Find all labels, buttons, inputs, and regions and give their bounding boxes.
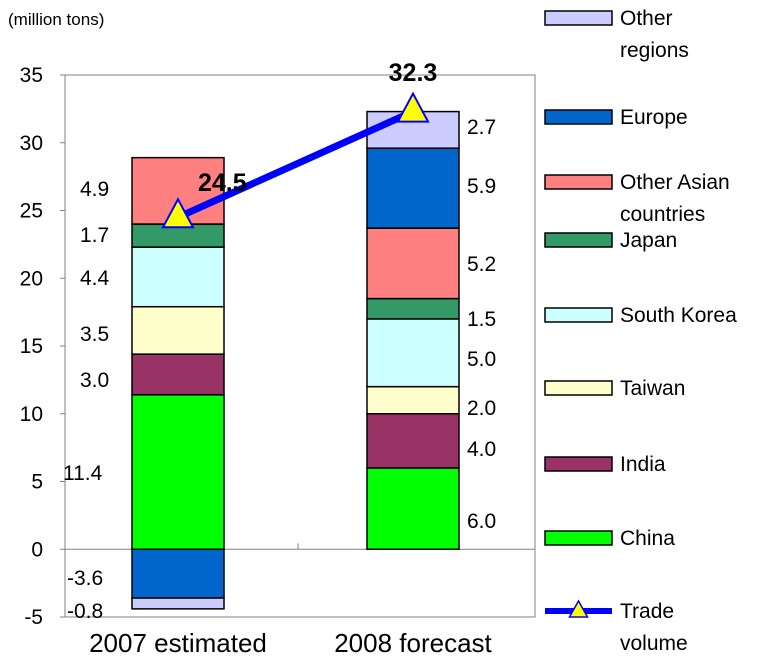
- data-label: 4.4: [80, 267, 110, 290]
- y-tick-label: 30: [20, 132, 43, 155]
- y-tick-label: 35: [20, 64, 43, 87]
- bar-segment-other-asian-countries: [366, 227, 460, 300]
- y-tick-label: -5: [24, 606, 43, 629]
- data-label: 5.0: [467, 348, 496, 371]
- legend-label: Japan: [620, 229, 677, 252]
- trade-volume-marker: [161, 197, 195, 229]
- legend-swatch: [544, 10, 613, 26]
- bar-segment-china: [131, 394, 225, 550]
- legend-label: countries: [620, 203, 705, 226]
- unit-label: (million tons): [8, 10, 105, 29]
- legend-label: Europe: [620, 106, 688, 129]
- data-label: 4.9: [80, 178, 109, 201]
- data-label: 6.0: [467, 510, 496, 533]
- data-label: -0.8: [67, 600, 103, 623]
- x-category-label: 2008 forecast: [334, 628, 492, 658]
- legend-label: South Korea: [620, 304, 737, 327]
- y-tick-label: 20: [20, 267, 43, 290]
- legend-label: regions: [620, 39, 689, 62]
- bar-segment-taiwan: [131, 305, 225, 355]
- legend-swatch: [544, 380, 613, 396]
- bar-segment-europe: [366, 147, 460, 229]
- legend-swatch: [544, 109, 613, 125]
- total-label: 32.3: [389, 59, 438, 87]
- legend-swatch-marker: [568, 599, 589, 618]
- data-label: 2.7: [467, 116, 496, 139]
- bar-segment-south-korea: [366, 318, 460, 388]
- y-tick-label: 5: [31, 471, 43, 494]
- legend-label: Taiwan: [620, 377, 685, 400]
- legend-label: India: [620, 453, 666, 476]
- data-label: 4.0: [467, 438, 496, 461]
- y-tick-label: 15: [20, 335, 43, 358]
- data-label: 3.0: [80, 369, 109, 392]
- trade-volume-marker: [396, 91, 430, 123]
- legend-label: Trade: [620, 600, 674, 623]
- bar-segment-south-korea: [131, 246, 225, 308]
- y-tick-label: 0: [31, 538, 43, 561]
- data-label: 1.5: [467, 308, 496, 331]
- data-label: 2.0: [467, 397, 496, 420]
- data-label: 5.9: [467, 175, 496, 198]
- legend-swatch: [544, 307, 613, 323]
- legend-label: Other Asian: [620, 171, 730, 194]
- bar-segment-india: [366, 413, 460, 469]
- bar-segment-other-regions: [131, 597, 225, 610]
- bar-segment-japan: [366, 297, 460, 320]
- total-label: 24.5: [198, 169, 247, 197]
- bar-segment-india: [131, 353, 225, 396]
- data-label: -3.6: [67, 567, 103, 590]
- legend-swatch: [544, 232, 613, 248]
- trade-volume-line: [174, 108, 417, 221]
- legend-swatch: [544, 174, 613, 190]
- legend-swatch: [544, 456, 613, 472]
- legend-label: Other: [620, 7, 673, 30]
- x-category-label: 2007 estimated: [89, 628, 267, 658]
- bar-segment-europe: [131, 548, 225, 599]
- data-label: 11.4: [63, 462, 103, 485]
- bar-segment-china: [366, 467, 460, 551]
- data-label: 3.5: [80, 323, 109, 346]
- legend-swatch: [544, 530, 613, 546]
- data-label: 5.2: [467, 253, 496, 276]
- y-tick-label: 25: [20, 200, 43, 223]
- data-label: 1.7: [80, 224, 109, 247]
- legend-label: China: [620, 527, 675, 550]
- legend-label: volume: [620, 632, 688, 655]
- y-tick-label: 10: [20, 403, 43, 426]
- bar-segment-taiwan: [366, 385, 460, 415]
